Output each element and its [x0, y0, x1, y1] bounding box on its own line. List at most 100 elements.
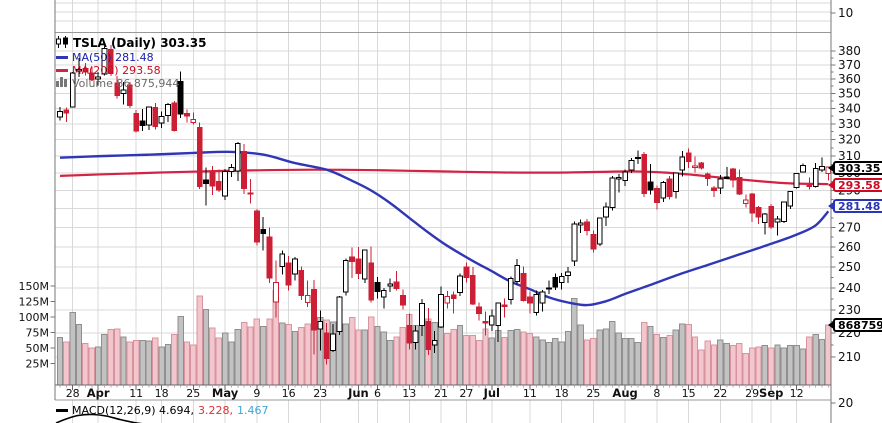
candle-body — [292, 258, 298, 275]
legend-ma50-text: MA(50) 281.48 — [72, 51, 154, 64]
volume-bar — [361, 329, 369, 386]
volume-bar — [393, 336, 400, 386]
candle-body — [400, 295, 406, 306]
volume-bar — [768, 347, 775, 386]
date-axis-label: 15 — [682, 387, 696, 400]
price-axis-label: 350 — [838, 86, 861, 100]
volume-bar — [342, 323, 350, 386]
candle-body — [641, 153, 648, 195]
volume-bar — [158, 346, 165, 386]
candle-body — [342, 260, 349, 293]
volume-bar — [825, 324, 832, 386]
chart-title: TSLA (Daily) 303.35 — [56, 36, 207, 51]
price-axis-label: 250 — [838, 260, 861, 274]
candle-body — [514, 264, 521, 283]
volume-bar — [450, 328, 457, 386]
volume-bar — [742, 353, 749, 386]
candle-body — [768, 206, 775, 228]
date-axis-label: 11 — [129, 387, 143, 400]
candle-body — [196, 126, 203, 188]
candle-body — [101, 48, 108, 75]
volume-bar — [196, 295, 203, 386]
volume-bar — [685, 323, 692, 386]
candle-body — [298, 270, 305, 297]
price-axis-label: 310 — [838, 149, 861, 163]
volume-bar — [380, 331, 388, 386]
candle-body — [82, 68, 89, 73]
candle-body — [184, 112, 190, 117]
candle-body — [527, 296, 533, 304]
candle-body — [635, 156, 641, 160]
candle-body — [755, 207, 762, 218]
legend-macd: MACD(12,26,9) 4.694, 3.228, 1.467 — [56, 404, 269, 417]
date-axis-label: Apr — [87, 386, 110, 400]
price-axis-label: 240 — [838, 281, 861, 295]
candles — [57, 45, 832, 365]
volume-bar — [609, 320, 616, 386]
volume-bar — [482, 328, 489, 386]
candle-body — [126, 84, 133, 107]
legend-ma50: MA(50) 281.48 — [56, 51, 154, 64]
volume-bar — [818, 338, 826, 386]
candle-body — [406, 325, 413, 344]
candle-body — [228, 167, 235, 172]
volume-bar — [558, 341, 565, 386]
candle-body — [774, 218, 781, 223]
candle-body — [349, 256, 356, 262]
candle-body — [241, 151, 247, 190]
candle-body — [558, 275, 565, 284]
date-axis-label: Aug — [612, 386, 637, 400]
volume-bar — [221, 332, 229, 386]
candle-body — [425, 320, 432, 350]
candle-body — [698, 162, 705, 169]
volume-axis-labels: 150M 125M 100M 75M 50M 25M — [19, 280, 50, 371]
price-axis-label: 380 — [838, 44, 861, 58]
volume-bar — [583, 339, 591, 386]
candle-body — [88, 72, 95, 81]
candle-body — [254, 210, 260, 243]
legend-volume: Volume 86,875,944 — [56, 77, 179, 90]
candle-body — [57, 110, 63, 118]
date-axis-label: 18 — [555, 387, 569, 400]
candle-body — [304, 295, 311, 303]
volume-bar — [240, 322, 248, 386]
volume-bar — [152, 337, 159, 386]
last-price-box: 303.35 — [828, 161, 882, 175]
volume-bar — [514, 328, 521, 386]
volume-bar — [444, 333, 451, 386]
date-axis-label: Jun — [347, 386, 369, 400]
upper-panel-scale-label: 10 — [838, 6, 854, 20]
volume-bar — [133, 340, 140, 386]
volume-bars — [56, 289, 832, 386]
volume-bar — [387, 340, 394, 386]
legend-ma200-text: MA(200) 293.58 — [72, 64, 161, 77]
candle-body — [488, 315, 495, 326]
candle-body — [311, 289, 317, 331]
candle-body — [444, 296, 451, 304]
candle-body — [501, 304, 508, 307]
candle-body — [761, 213, 768, 223]
volume-bar — [710, 344, 718, 386]
macd-curve-preview — [55, 413, 143, 423]
date-axis-label: 21 — [434, 387, 448, 400]
price-axis-label: 320 — [838, 133, 861, 147]
volume-axis-label: 125M — [19, 296, 50, 309]
volume-bar — [367, 316, 375, 386]
date-axis-label: 18 — [155, 387, 169, 400]
candle-body — [158, 115, 165, 124]
volume-bar — [787, 345, 794, 386]
candle-body — [95, 76, 101, 80]
candle-body — [495, 302, 502, 327]
volume-bar — [145, 340, 153, 386]
candle-body — [577, 222, 584, 226]
volume-bar — [552, 338, 559, 386]
volume-bar — [298, 327, 305, 386]
volume-bar — [82, 343, 89, 386]
volume-bar — [691, 336, 699, 386]
date-axis-label: 9 — [253, 387, 260, 400]
candle-body — [438, 294, 444, 328]
price-axis-label: 370 — [838, 58, 861, 72]
volume-bar — [507, 330, 515, 386]
